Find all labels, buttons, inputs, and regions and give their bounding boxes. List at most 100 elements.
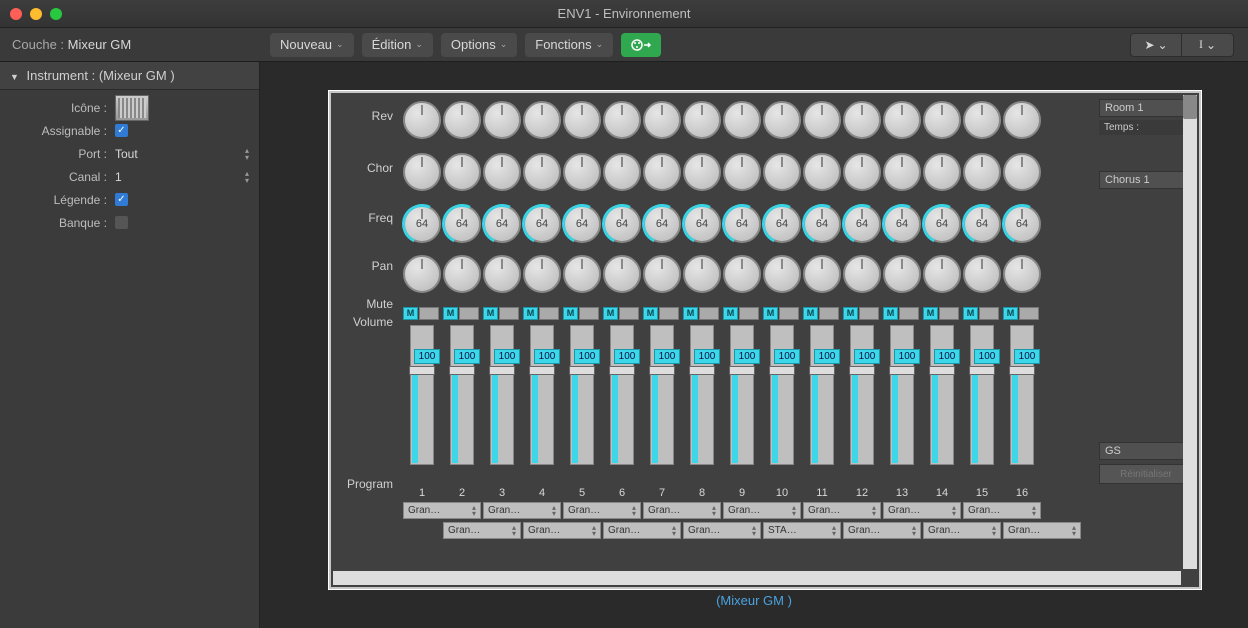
row-port[interactable]: Port : Tout▴▾ <box>0 142 259 165</box>
rev-knob[interactable] <box>683 101 721 139</box>
chor-knob[interactable] <box>563 153 601 191</box>
menu-options[interactable]: Options⌄ <box>441 33 517 57</box>
program-select[interactable]: Gran…▴▾ <box>1003 522 1081 539</box>
chor-knob[interactable] <box>963 153 1001 191</box>
solo-button[interactable] <box>459 307 479 320</box>
pan-knob[interactable] <box>723 255 761 293</box>
rev-knob[interactable] <box>1003 101 1041 139</box>
freq-knob[interactable]: 64 <box>683 205 721 243</box>
chor-knob[interactable] <box>723 153 761 191</box>
pan-knob[interactable] <box>683 255 721 293</box>
program-select[interactable]: Gran…▴▾ <box>923 522 1001 539</box>
fader-track[interactable] <box>650 325 674 465</box>
layer-selector[interactable]: Couche : Mixeur GM <box>0 37 260 52</box>
chor-knob[interactable] <box>883 153 921 191</box>
volume-fader[interactable]: 100 <box>603 325 641 485</box>
solo-button[interactable] <box>1019 307 1039 320</box>
zoom-icon[interactable] <box>50 8 62 20</box>
rev-knob[interactable] <box>643 101 681 139</box>
fader-track[interactable] <box>490 325 514 465</box>
mute-button[interactable]: M <box>843 307 858 320</box>
volume-fader[interactable]: 100 <box>443 325 481 485</box>
rev-knob[interactable] <box>963 101 1001 139</box>
temps-row[interactable]: Temps :0 <box>1099 120 1193 135</box>
banque-checkbox[interactable] <box>115 216 128 229</box>
fader-handle[interactable] <box>769 366 795 375</box>
mute-button[interactable]: M <box>683 307 698 320</box>
chor-knob[interactable] <box>403 153 441 191</box>
pointer-tool[interactable]: ➤⌄ <box>1130 33 1182 57</box>
freq-knob[interactable]: 64 <box>643 205 681 243</box>
chorus-select[interactable]: Chorus 1▴▾ <box>1099 171 1193 189</box>
volume-fader[interactable]: 100 <box>763 325 801 485</box>
program-select[interactable]: Gran…▴▾ <box>523 522 601 539</box>
freq-knob[interactable]: 64 <box>843 205 881 243</box>
rev-knob[interactable] <box>723 101 761 139</box>
solo-button[interactable] <box>859 307 879 320</box>
fader-track[interactable] <box>410 325 434 465</box>
minimize-icon[interactable] <box>30 8 42 20</box>
mute-button[interactable]: M <box>803 307 818 320</box>
fader-handle[interactable] <box>969 366 995 375</box>
program-select[interactable]: Gran…▴▾ <box>683 522 761 539</box>
pan-knob[interactable] <box>883 255 921 293</box>
reverb-select[interactable]: Room 1▴▾ <box>1099 99 1193 117</box>
mute-button[interactable]: M <box>723 307 738 320</box>
fader-handle[interactable] <box>1009 366 1035 375</box>
fader-track[interactable] <box>450 325 474 465</box>
program-select[interactable]: Gran…▴▾ <box>843 522 921 539</box>
scroll-thumb[interactable] <box>1183 95 1197 119</box>
chor-knob[interactable] <box>643 153 681 191</box>
pan-knob[interactable] <box>563 255 601 293</box>
object-name-label[interactable]: (Mixeur GM ) <box>716 593 792 608</box>
solo-button[interactable] <box>779 307 799 320</box>
mute-button[interactable]: M <box>403 307 418 320</box>
fader-track[interactable] <box>810 325 834 465</box>
pan-knob[interactable] <box>1003 255 1041 293</box>
rev-knob[interactable] <box>603 101 641 139</box>
pan-knob[interactable] <box>803 255 841 293</box>
volume-fader[interactable]: 100 <box>683 325 721 485</box>
volume-fader[interactable]: 100 <box>643 325 681 485</box>
fader-handle[interactable] <box>409 366 435 375</box>
mute-button[interactable]: M <box>603 307 618 320</box>
menu-fonctions[interactable]: Fonctions⌄ <box>525 33 613 57</box>
fader-handle[interactable] <box>449 366 475 375</box>
chor-knob[interactable] <box>803 153 841 191</box>
solo-button[interactable] <box>939 307 959 320</box>
freq-knob[interactable]: 64 <box>763 205 801 243</box>
pan-knob[interactable] <box>443 255 481 293</box>
mute-button[interactable]: M <box>563 307 578 320</box>
volume-fader[interactable]: 100 <box>523 325 561 485</box>
solo-button[interactable] <box>739 307 759 320</box>
chor-knob[interactable] <box>843 153 881 191</box>
freq-knob[interactable]: 64 <box>603 205 641 243</box>
chor-knob[interactable] <box>923 153 961 191</box>
text-tool[interactable]: I⌄ <box>1182 33 1234 57</box>
solo-button[interactable] <box>579 307 599 320</box>
environment-canvas[interactable]: Rev Chor Freq Pan Mute Volume Program 64… <box>260 62 1248 628</box>
volume-fader[interactable]: 100 <box>883 325 921 485</box>
reset-button[interactable]: Réinitialiser <box>1099 464 1193 484</box>
rev-knob[interactable] <box>403 101 441 139</box>
volume-fader[interactable]: 100 <box>403 325 441 485</box>
chor-knob[interactable] <box>483 153 521 191</box>
pan-knob[interactable] <box>603 255 641 293</box>
menu-edition[interactable]: Édition⌄ <box>362 33 433 57</box>
program-select[interactable]: Gran…▴▾ <box>403 502 481 519</box>
pan-knob[interactable] <box>403 255 441 293</box>
freq-knob[interactable]: 64 <box>803 205 841 243</box>
program-select[interactable]: STA…▴▾ <box>763 522 841 539</box>
solo-button[interactable] <box>699 307 719 320</box>
pan-knob[interactable] <box>763 255 801 293</box>
fader-track[interactable] <box>890 325 914 465</box>
menu-nouveau[interactable]: Nouveau⌄ <box>270 33 354 57</box>
pan-knob[interactable] <box>843 255 881 293</box>
volume-fader[interactable]: 100 <box>723 325 761 485</box>
pan-knob[interactable] <box>483 255 521 293</box>
program-select[interactable]: Gran…▴▾ <box>443 522 521 539</box>
chor-knob[interactable] <box>763 153 801 191</box>
volume-fader[interactable]: 100 <box>483 325 521 485</box>
fader-handle[interactable] <box>489 366 515 375</box>
mute-button[interactable]: M <box>643 307 658 320</box>
